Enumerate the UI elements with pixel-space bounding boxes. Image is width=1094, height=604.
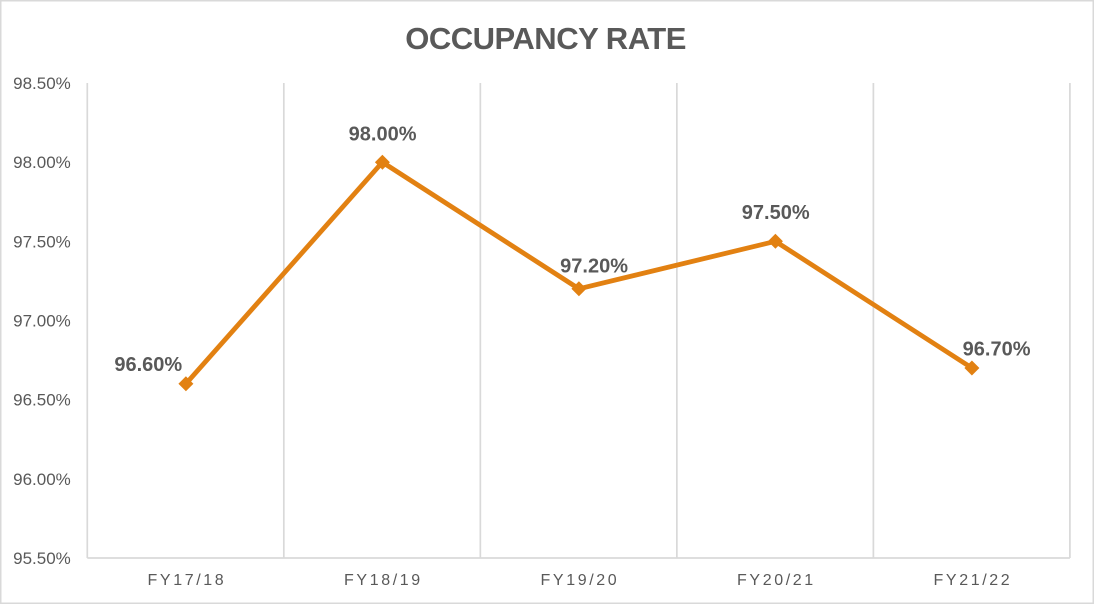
- svg-text:96.50%: 96.50%: [13, 391, 71, 410]
- svg-text:FY20/21: FY20/21: [737, 572, 816, 589]
- svg-text:96.00%: 96.00%: [13, 470, 71, 489]
- svg-text:OCCUPANCY RATE: OCCUPANCY RATE: [405, 21, 686, 56]
- svg-text:96.70%: 96.70%: [963, 339, 1031, 361]
- svg-text:FY21/22: FY21/22: [934, 572, 1013, 589]
- svg-text:97.50%: 97.50%: [742, 202, 810, 224]
- svg-text:98.50%: 98.50%: [13, 74, 71, 93]
- svg-text:FY19/20: FY19/20: [541, 572, 620, 589]
- svg-text:95.50%: 95.50%: [13, 549, 71, 568]
- svg-text:98.00%: 98.00%: [349, 124, 417, 146]
- svg-text:97.00%: 97.00%: [13, 312, 71, 331]
- svg-text:96.60%: 96.60%: [114, 354, 182, 376]
- svg-text:FY17/18: FY17/18: [148, 572, 227, 589]
- svg-text:98.00%: 98.00%: [13, 153, 71, 172]
- svg-text:97.20%: 97.20%: [560, 255, 628, 277]
- svg-text:FY18/19: FY18/19: [344, 572, 423, 589]
- svg-text:97.50%: 97.50%: [13, 232, 71, 251]
